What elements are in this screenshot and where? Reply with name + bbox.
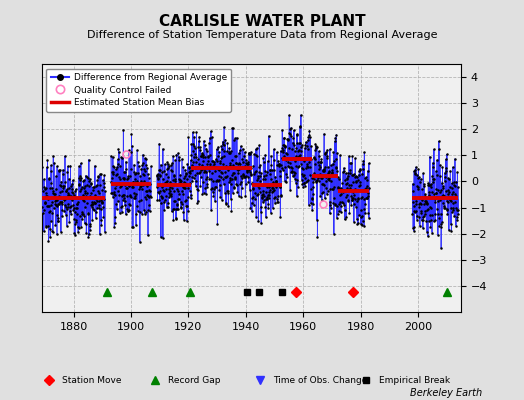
Text: Empirical Break: Empirical Break [379, 376, 450, 385]
Text: Time of Obs. Change: Time of Obs. Change [274, 376, 368, 385]
Text: Difference of Station Temperature Data from Regional Average: Difference of Station Temperature Data f… [87, 30, 437, 40]
Text: CARLISLE WATER PLANT: CARLISLE WATER PLANT [159, 14, 365, 29]
Legend: Difference from Regional Average, Quality Control Failed, Estimated Station Mean: Difference from Regional Average, Qualit… [47, 68, 231, 112]
Text: Station Move: Station Move [62, 376, 122, 385]
Text: Record Gap: Record Gap [168, 376, 221, 385]
Text: Berkeley Earth: Berkeley Earth [410, 388, 482, 398]
